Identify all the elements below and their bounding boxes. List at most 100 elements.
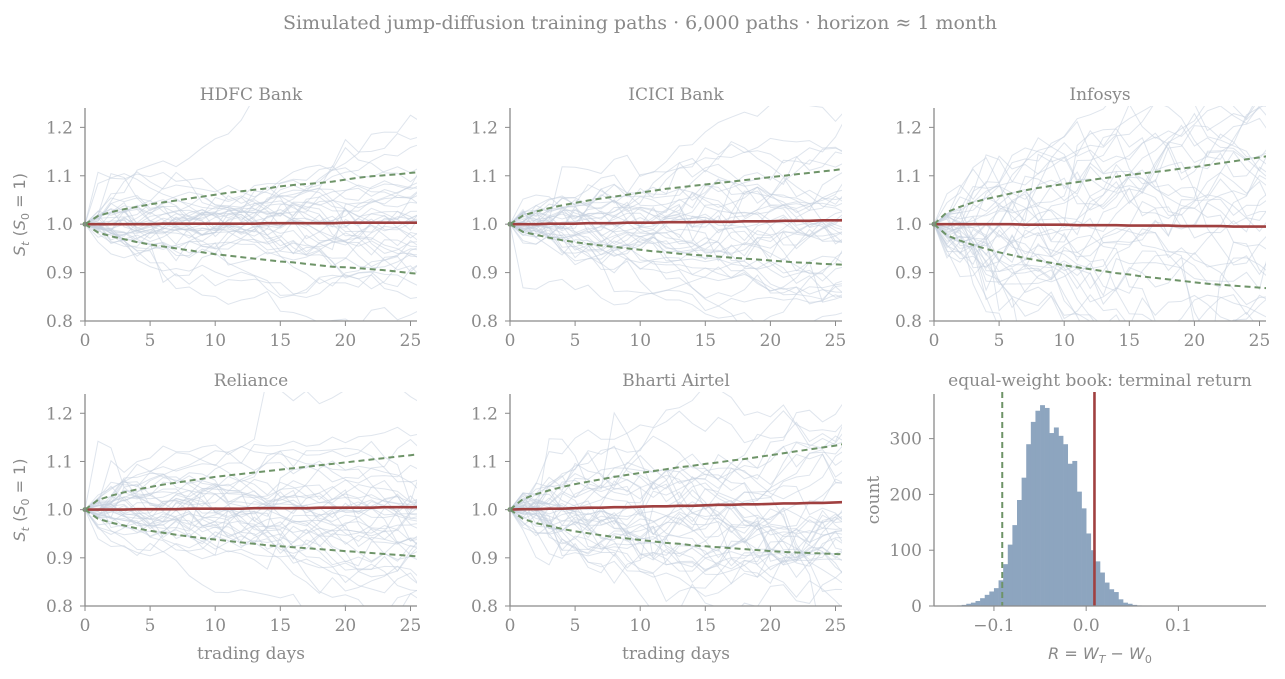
simulated-path — [85, 480, 417, 511]
simulated-path — [510, 451, 842, 513]
simulated-path — [85, 492, 417, 555]
mean-path-line — [934, 222, 1266, 228]
simulated-path — [85, 114, 417, 233]
y-tick-label: 1.2 — [471, 118, 498, 138]
panel-title: Bharti Airtel — [622, 371, 730, 391]
simulated-path — [510, 435, 842, 511]
x-tick-label: 0 — [505, 331, 516, 351]
histogram-bar — [1021, 477, 1027, 606]
simulated-path — [510, 498, 842, 559]
simulated-path — [934, 223, 997, 321]
simulated-path — [510, 179, 842, 244]
simulated-path — [85, 171, 417, 228]
histogram-bar — [1058, 435, 1064, 606]
y-axis-label-symbol: S — [10, 531, 29, 541]
panel-4: Bharti Airtel 0.8 0.9 1.0 1.1 1.2 0 5 10 15 20 25 tr… — [471, 371, 847, 664]
simulated-path — [85, 493, 417, 584]
lower-quantile-line — [934, 223, 1266, 290]
plot-area — [510, 106, 842, 321]
simulated-path — [85, 463, 417, 514]
plot-area — [85, 106, 417, 321]
plot-area — [510, 392, 842, 606]
simulated-path — [85, 191, 417, 234]
simulated-path — [85, 146, 417, 239]
histogram-bar — [1104, 582, 1110, 606]
simulated-path — [510, 454, 842, 606]
histogram-bar — [966, 603, 972, 606]
x-tick-label: 0 — [80, 616, 91, 636]
x-tick-label: 15 — [1118, 331, 1140, 351]
simulated-path — [85, 106, 250, 225]
histogram-bar — [1063, 444, 1069, 606]
simulated-path — [85, 220, 417, 273]
simulated-path — [85, 164, 417, 225]
upper-quantile-line — [510, 167, 842, 226]
simulated-path — [934, 223, 1154, 321]
x-tick-label: 5 — [145, 331, 156, 351]
histogram-bar — [993, 588, 999, 606]
x-axis-label-eq: = — [1059, 644, 1083, 663]
y-tick-label: 300 — [890, 430, 922, 450]
simulated-path — [85, 438, 417, 511]
y-tick-label: 1.0 — [471, 501, 498, 521]
histogram-bar — [1012, 525, 1018, 606]
simulated-path — [510, 491, 842, 592]
simulated-path — [510, 215, 842, 295]
x-tick-label: 25 — [825, 616, 847, 636]
simulated-path — [510, 140, 842, 225]
lower-quantile-line — [510, 508, 842, 556]
simulated-path — [934, 106, 1153, 225]
panel-title: Reliance — [214, 371, 288, 391]
simulated-path — [85, 482, 417, 563]
simulated-path — [510, 223, 842, 303]
simulated-path — [934, 170, 1266, 248]
x-tick-label: 0.0 — [1073, 616, 1100, 636]
y-tick-label: 100 — [890, 541, 922, 561]
y-tick-label: 0.8 — [895, 312, 922, 332]
y-tick-label: 0.9 — [46, 264, 73, 284]
histogram-bar — [1118, 599, 1124, 606]
y-tick-label: 1.0 — [471, 215, 498, 235]
y-tick-label: 1.0 — [895, 215, 922, 235]
x-tick-label: 15 — [269, 331, 291, 351]
y-tick-label: 1.1 — [46, 167, 73, 187]
simulated-path — [85, 479, 417, 516]
y-axis-label-subscript2: 0 — [19, 213, 32, 220]
histogram-bar — [1081, 508, 1087, 606]
histogram-bar — [1067, 463, 1073, 606]
simulated-path — [510, 392, 842, 511]
simulated-path — [934, 106, 1266, 266]
simulated-path — [510, 210, 842, 298]
simulated-path — [510, 123, 842, 225]
simulated-path — [510, 453, 842, 527]
mean-path-line — [510, 219, 842, 226]
histogram-bar — [970, 602, 976, 606]
simulated-path — [510, 169, 842, 229]
y-axis-label: St (S0 = 1) — [10, 173, 32, 256]
panel-2: Infosys 0.8 0.9 1.0 1.1 1.2 0 5 10 15 20 25 — [895, 85, 1270, 351]
y-tick-label: 0.9 — [471, 264, 498, 284]
simulated-path — [85, 180, 417, 231]
x-tick-label: 20 — [760, 616, 782, 636]
simulated-path — [510, 159, 842, 226]
y-axis-label-subscript2: 0 — [19, 499, 32, 506]
y-tick-label: 200 — [890, 485, 922, 505]
simulated-path — [934, 221, 1095, 321]
y-tick-label: 0.8 — [46, 597, 73, 617]
simulated-path — [934, 165, 1266, 276]
simulated-path — [934, 218, 1254, 321]
simulated-path — [85, 447, 417, 539]
histogram-bar — [989, 591, 995, 606]
y-tick-label: 0.9 — [895, 264, 922, 284]
y-axis-label-end: = 1) — [10, 173, 29, 213]
simulated-path — [510, 488, 842, 544]
simulated-path — [510, 150, 842, 225]
simulated-path — [510, 196, 842, 242]
panel-5: equal-weight book: terminal return 0 100 20… — [864, 371, 1266, 666]
x-tick-label: 10 — [204, 331, 226, 351]
histogram-bar — [1053, 427, 1059, 606]
upper-quantile-line — [510, 443, 842, 511]
simulated-path — [85, 485, 417, 537]
simulated-path — [85, 195, 417, 258]
simulated-path — [510, 223, 842, 305]
